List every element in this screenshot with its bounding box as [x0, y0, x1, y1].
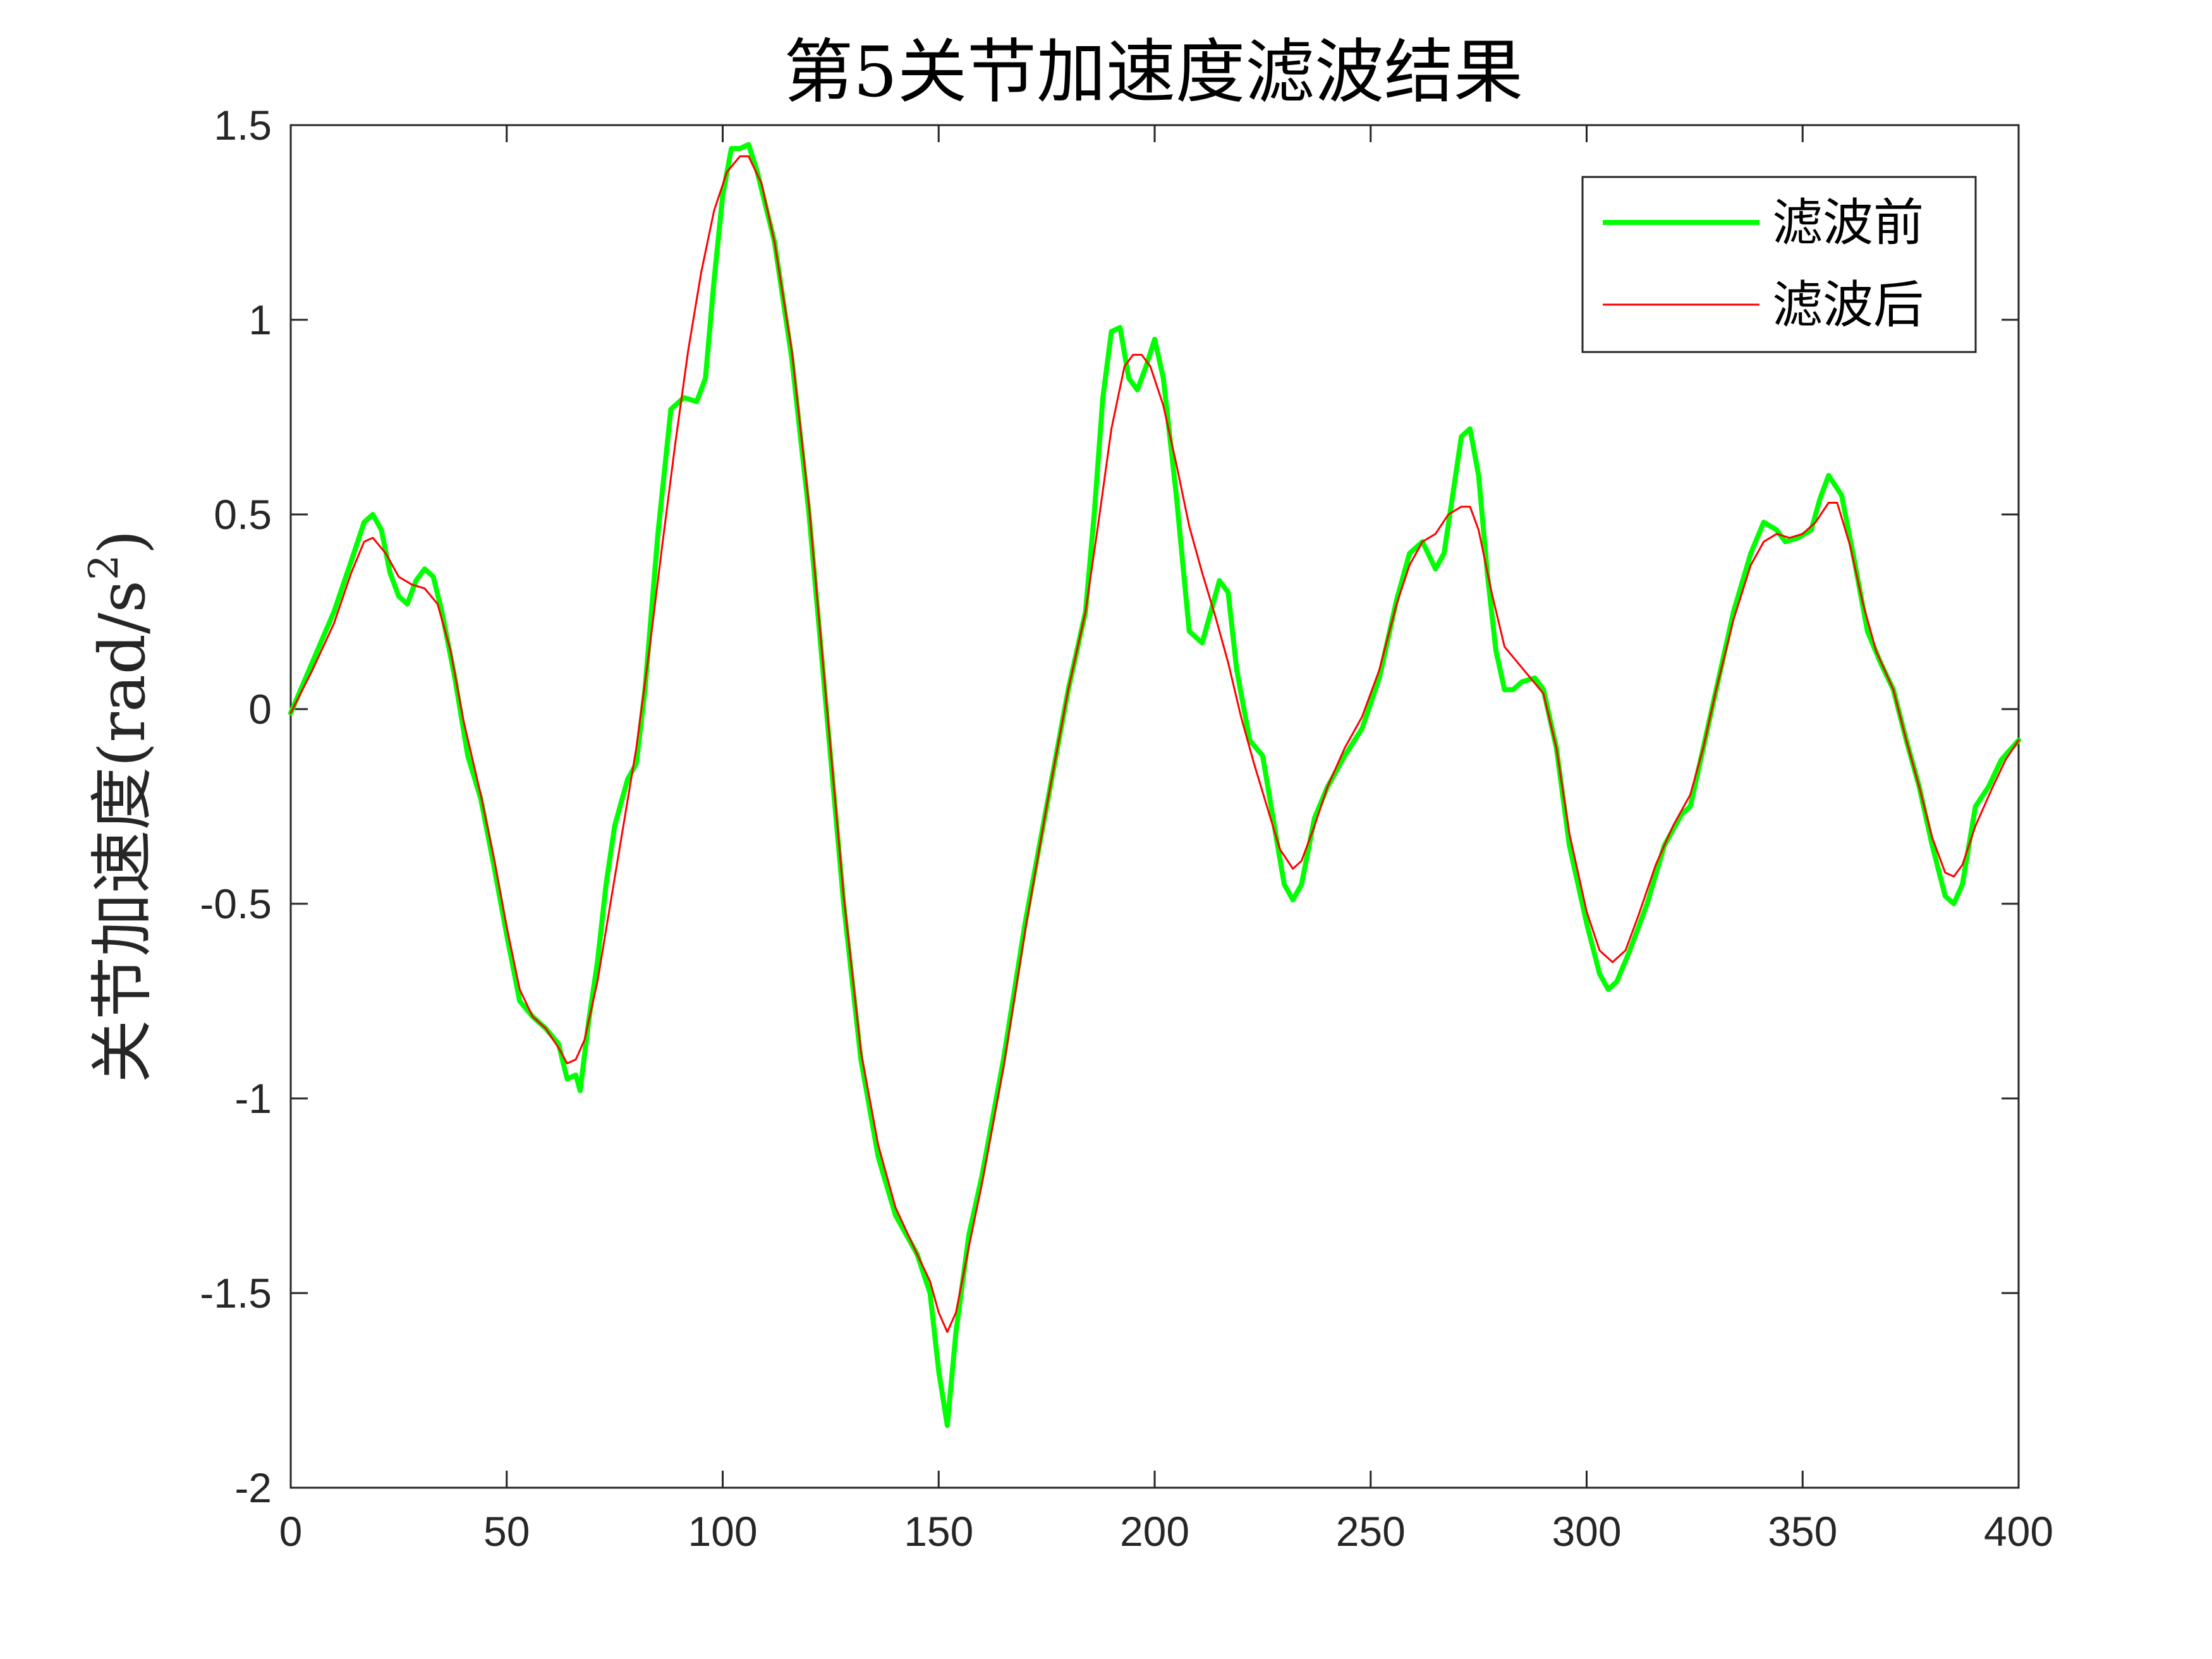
y-tick-label-1: -1.5 [200, 1270, 272, 1316]
y-tick-label-3: -0.5 [200, 880, 272, 927]
series-layer [288, 142, 2021, 1428]
legend-entry-after-filter: 滤波后 [1772, 276, 1924, 334]
legend-box [1581, 176, 1977, 353]
y-tick-label-2: -1 [234, 1075, 272, 1122]
chart-title: 第5关节加速度滤波结果 [784, 32, 1523, 112]
y-axis: -2 -1.5 -1 -0.5 0 0.5 1 1.5 [200, 102, 2019, 1511]
y-tick-label-0: -2 [234, 1464, 272, 1511]
y-axis-label-superscript: 2 [81, 554, 128, 580]
y-tick-label-4: 0 [248, 686, 272, 732]
series-line-after-filter [289, 155, 2020, 1334]
x-tick-label-8: 400 [1984, 1508, 2053, 1555]
y-tick-label-6: 1 [248, 296, 272, 343]
y-axis-label-close: ) [85, 530, 159, 554]
y-tick-label-7: 1.5 [214, 102, 272, 149]
x-axis: 0 50 100 150 200 250 300 350 400 [279, 125, 2053, 1555]
y-tick-label-5: 0.5 [214, 491, 272, 538]
x-tick-label-0: 0 [279, 1508, 303, 1555]
x-tick-label-3: 150 [904, 1508, 973, 1555]
x-tick-label-7: 350 [1768, 1508, 1837, 1555]
x-tick-label-5: 250 [1336, 1508, 1406, 1555]
x-tick-label-4: 200 [1120, 1508, 1189, 1555]
legend-entry-before-filter: 滤波前 [1772, 193, 1924, 252]
x-tick-label-2: 100 [688, 1508, 757, 1555]
y-axis-label: 关节加速度(rad/s2) [81, 530, 159, 1083]
y-axis-label-main: 关节加速度(rad/s [85, 580, 159, 1083]
legend: 滤波前 滤波后 [1581, 176, 1977, 353]
x-tick-label-6: 300 [1552, 1508, 1621, 1555]
x-tick-label-1: 50 [483, 1508, 530, 1555]
